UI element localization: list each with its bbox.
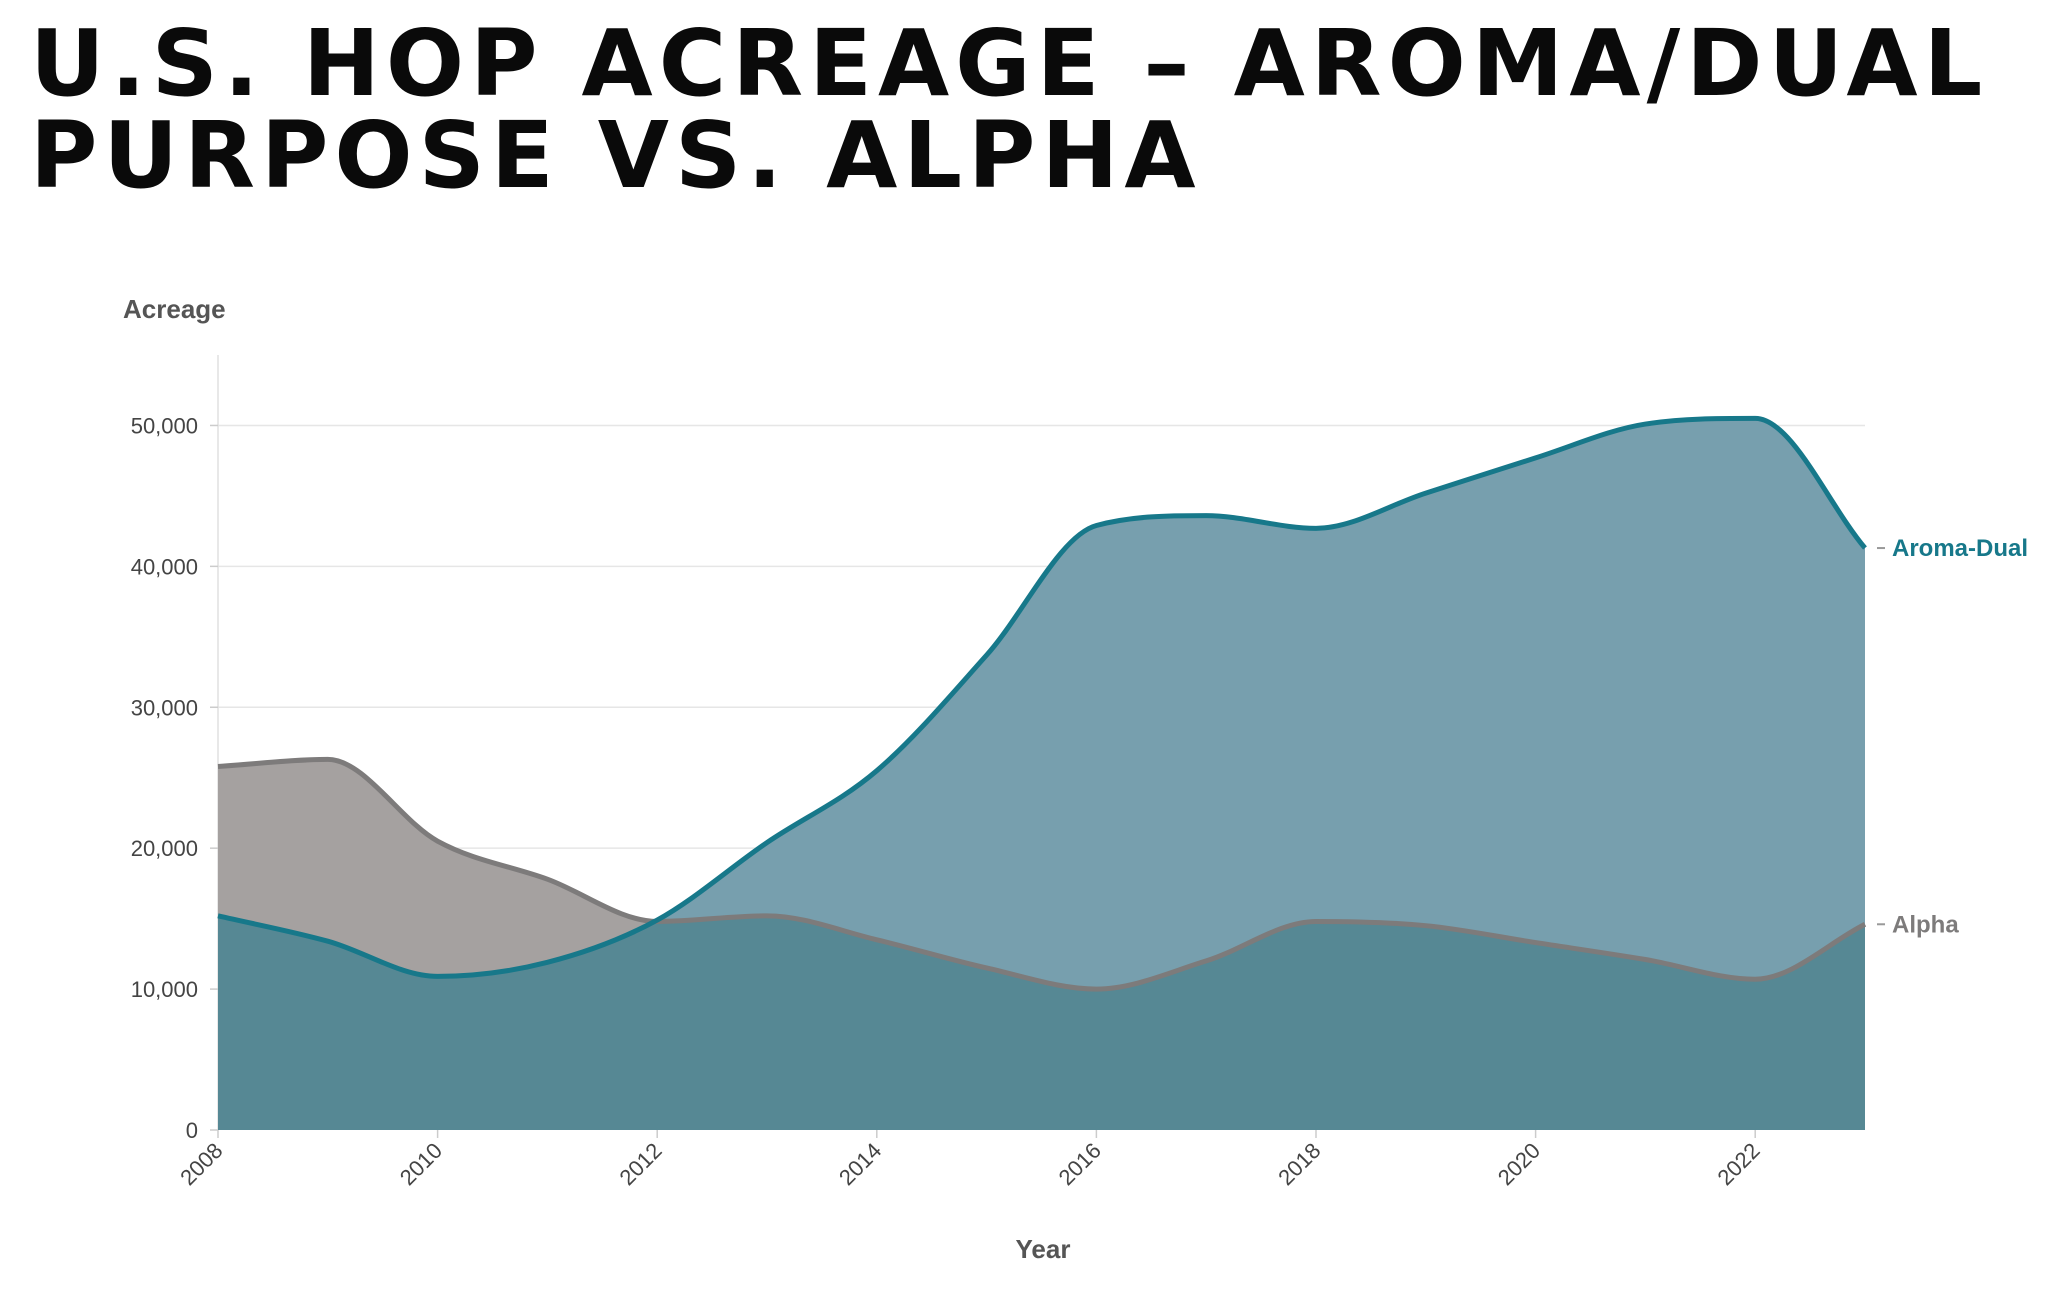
y-tick-label: 0	[186, 1118, 198, 1143]
series-labels: Aroma-Dual Alpha	[1877, 535, 2028, 938]
series-areas	[218, 418, 1865, 1130]
y-tick-label: 10,000	[131, 977, 198, 1002]
series-label: Alpha	[1892, 911, 1959, 938]
x-tick-label: 2010	[395, 1138, 447, 1190]
aroma-dual-line	[217, 415, 1867, 979]
chart-title: U.S. HOP ACREAGE – AROMA/DUAL PURPOSE VS…	[30, 10, 1989, 209]
x-axis-ticks: 2008 2010 2012 2014 2016 2018 2020 2022	[175, 1130, 1765, 1190]
series-lines	[217, 415, 1867, 992]
y-axis-title: Acreage	[123, 294, 226, 324]
x-tick-label: 2022	[1712, 1138, 1764, 1190]
x-tick-label: 2008	[175, 1138, 227, 1190]
y-tick-label: 50,000	[131, 413, 198, 438]
y-tick-label: 30,000	[131, 695, 198, 720]
series-label: Aroma-Dual	[1892, 535, 2028, 562]
overlap-area	[218, 759, 1865, 1130]
x-tick-label: 2020	[1493, 1138, 1545, 1190]
x-axis-title: Year	[1016, 1234, 1071, 1264]
x-tick-label: 2014	[834, 1138, 886, 1190]
alpha-line	[217, 756, 1867, 992]
y-tick-label: 40,000	[131, 554, 198, 579]
x-tick-label: 2018	[1273, 1138, 1325, 1190]
y-tick-label: 20,000	[131, 836, 198, 861]
x-tick-label: 2012	[614, 1138, 666, 1190]
x-tick-label: 2016	[1054, 1138, 1106, 1190]
y-axis-ticks: 0 10,000 20,000 30,000 40,000 50,000	[131, 413, 218, 1143]
